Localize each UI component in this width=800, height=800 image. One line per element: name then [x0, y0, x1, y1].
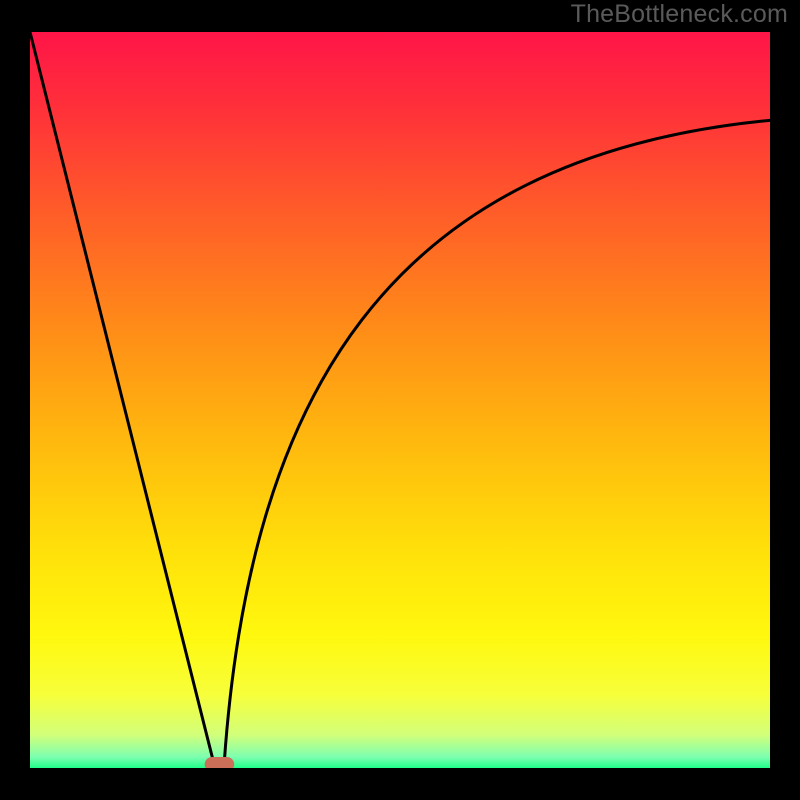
plot-area	[30, 32, 770, 768]
watermark-text: TheBottleneck.com	[571, 0, 788, 29]
minimum-marker	[205, 757, 235, 768]
gradient-background	[30, 32, 770, 768]
